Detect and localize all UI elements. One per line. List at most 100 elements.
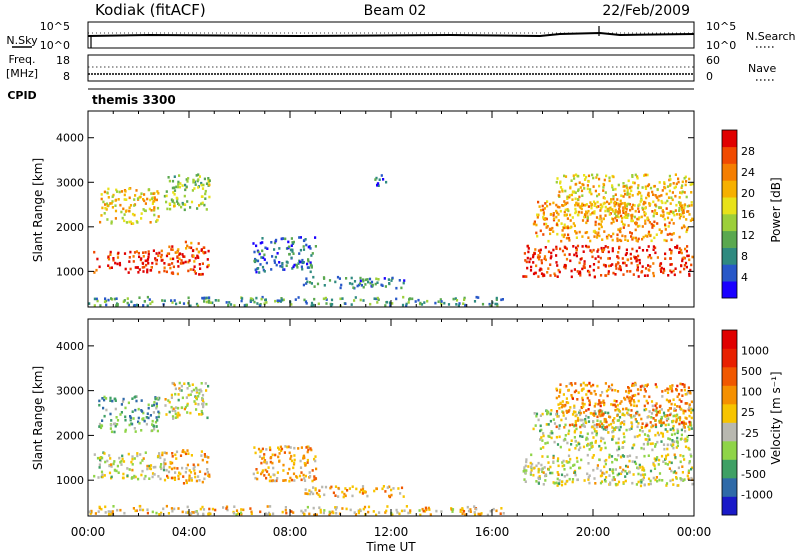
data-cell <box>290 510 293 513</box>
data-cell <box>549 274 552 277</box>
data-cell <box>671 198 674 202</box>
data-cell <box>630 425 634 428</box>
data-cell <box>660 454 664 458</box>
data-cell <box>625 464 628 468</box>
data-cell <box>183 407 186 411</box>
data-cell <box>536 216 539 219</box>
data-cell <box>120 411 123 414</box>
data-cell <box>567 401 570 405</box>
data-cell <box>205 402 208 406</box>
data-cell <box>638 203 641 206</box>
data-cell <box>589 249 592 252</box>
data-cell <box>208 195 211 199</box>
data-cell <box>564 434 567 437</box>
data-cell <box>420 303 424 306</box>
data-cell <box>617 480 621 484</box>
data-cell <box>377 182 380 185</box>
freq-unit: [MHz] <box>6 67 38 80</box>
data-cell <box>670 389 673 393</box>
data-cell <box>132 507 135 510</box>
data-cell <box>587 476 590 479</box>
data-cell <box>651 224 654 227</box>
data-cell <box>178 257 181 261</box>
data-cell <box>680 407 683 411</box>
data-cell <box>650 239 653 243</box>
data-cell <box>209 301 212 304</box>
data-cell <box>660 231 663 235</box>
data-cell <box>666 233 669 236</box>
data-cell <box>315 467 318 471</box>
data-cell <box>543 257 546 260</box>
data-cell <box>613 428 617 431</box>
data-cell <box>170 507 173 510</box>
data-cell <box>573 404 576 408</box>
data-cell <box>569 219 572 222</box>
data-cell <box>157 415 160 419</box>
data-cell <box>162 466 165 469</box>
data-cell <box>159 477 162 481</box>
data-cell <box>567 454 571 458</box>
data-cell <box>124 415 127 419</box>
data-cell <box>361 487 365 491</box>
data-cell <box>650 416 653 419</box>
data-cell <box>133 427 136 430</box>
data-cell <box>570 275 573 279</box>
data-cell <box>564 203 567 206</box>
data-cell <box>648 429 651 432</box>
data-cell <box>175 196 178 200</box>
data-cell <box>636 239 639 243</box>
data-cell <box>384 285 387 288</box>
data-cell <box>192 467 195 470</box>
data-cell <box>129 267 132 271</box>
data-cell <box>686 254 689 258</box>
data-cell <box>149 414 152 417</box>
data-cell <box>576 416 580 420</box>
data-cell <box>555 245 558 249</box>
data-cell <box>582 381 585 385</box>
data-cell <box>648 254 651 257</box>
data-cell <box>147 255 150 259</box>
data-cell <box>134 475 137 479</box>
data-cell <box>686 204 689 208</box>
data-cell <box>610 200 613 204</box>
data-cell <box>672 446 675 450</box>
data-cell <box>127 303 130 307</box>
data-cell <box>289 446 292 449</box>
data-cell <box>292 511 295 514</box>
data-cell <box>380 174 383 177</box>
data-cell <box>563 437 566 441</box>
data-cell <box>555 261 558 264</box>
data-cell <box>323 509 326 512</box>
data-cell <box>417 298 420 302</box>
data-cell <box>178 185 181 189</box>
data-cell <box>301 511 305 514</box>
data-cell <box>275 479 278 483</box>
data-cell <box>676 444 679 448</box>
data-cell <box>269 460 272 464</box>
data-cell <box>202 405 205 409</box>
data-cell <box>552 230 555 233</box>
data-cell <box>637 275 640 278</box>
data-cell <box>603 441 606 445</box>
data-cell <box>98 403 101 407</box>
data-cell <box>673 453 676 457</box>
data-cell <box>629 231 632 234</box>
data-cell <box>335 511 338 515</box>
data-cell <box>636 466 639 470</box>
data-cell <box>196 254 199 258</box>
data-cell <box>609 387 612 390</box>
data-cell <box>182 255 185 258</box>
data-cell <box>169 207 172 211</box>
data-cell <box>603 230 606 233</box>
data-cell <box>292 252 295 255</box>
data-cell <box>96 299 99 303</box>
data-cell <box>603 420 606 423</box>
data-cell <box>579 431 582 434</box>
data-cell <box>564 189 567 193</box>
data-cell <box>629 401 632 405</box>
data-cell <box>596 415 599 419</box>
data-cell <box>632 181 635 184</box>
data-cell <box>573 390 576 394</box>
data-cell <box>272 466 275 470</box>
data-cell <box>187 382 190 385</box>
